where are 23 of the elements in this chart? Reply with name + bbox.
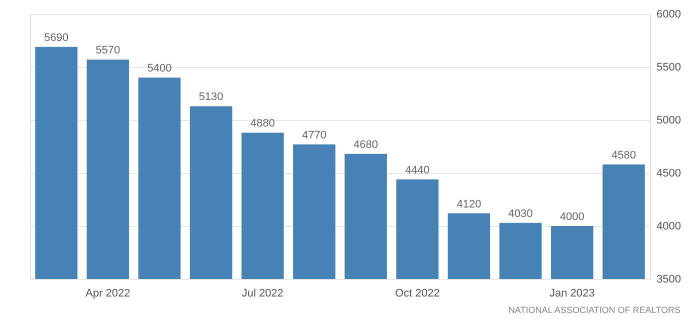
y-tick-label: 4500 bbox=[656, 168, 681, 180]
x-tick-label: Oct 2022 bbox=[395, 288, 440, 300]
data-label: 5130 bbox=[198, 91, 224, 104]
data-label: 4680 bbox=[354, 138, 378, 151]
data-label: 4770 bbox=[302, 129, 326, 142]
y-tick-label: 5000 bbox=[656, 114, 681, 126]
data-label: 5400 bbox=[147, 62, 172, 75]
y-tick-label: 6000 bbox=[656, 8, 681, 20]
data-label: 5570 bbox=[96, 44, 120, 57]
data-label: 4880 bbox=[250, 118, 275, 130]
y-tick-label: 5500 bbox=[656, 62, 681, 74]
data-label: 4030 bbox=[508, 208, 533, 220]
y-tick-label: 4000 bbox=[656, 220, 681, 232]
text: NATIONAL ASSOCIATION OF REALTORS bbox=[508, 305, 680, 315]
data-label: 4120 bbox=[456, 198, 482, 210]
x-tick-label: Apr 2022 bbox=[86, 288, 130, 300]
y-tick-label: 3500 bbox=[656, 274, 681, 286]
x-tick-label: Jul 2022 bbox=[242, 288, 284, 300]
data-label: 4000 bbox=[560, 211, 584, 223]
data-label: 4440 bbox=[405, 164, 430, 176]
x-tick-label: Jan 2023 bbox=[549, 288, 595, 300]
data-label: 4580 bbox=[611, 150, 636, 162]
data-label: 5690 bbox=[44, 32, 69, 44]
